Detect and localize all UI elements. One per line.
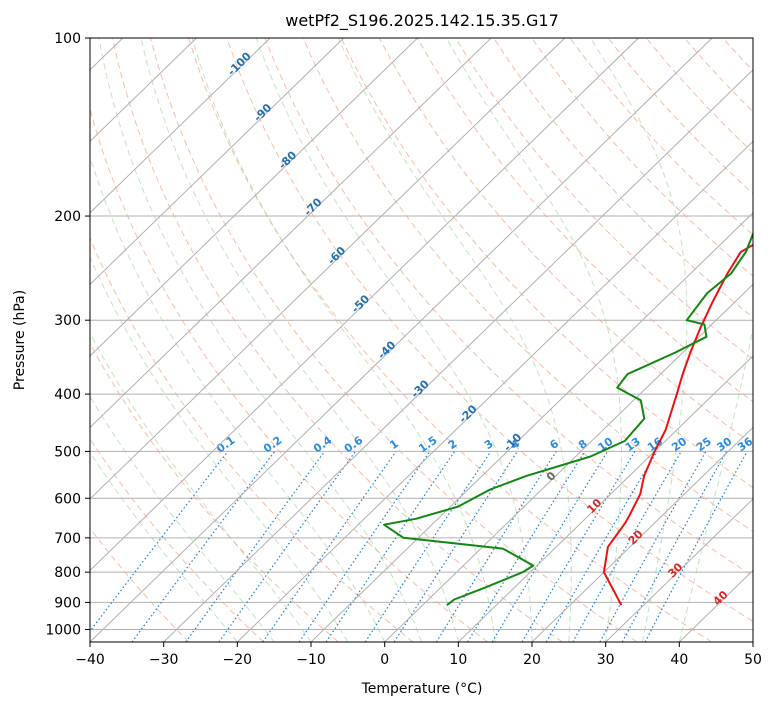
moist-adiabat — [446, 38, 622, 642]
mixing-ratio-line — [325, 451, 456, 642]
moist-adiabat — [140, 38, 459, 642]
moist-adiabat — [98, 38, 422, 642]
x-tick-label: 50 — [744, 652, 762, 668]
x-tick-label: 40 — [670, 652, 688, 668]
mixing-ratio-line — [218, 451, 356, 642]
plot-area: 0.1 0.2 0.4 0.6 1 1.5 2 3 4 6 8 10 13 16 20 25 30 36 -100… — [90, 38, 755, 642]
dewpoint-line — [383, 231, 753, 606]
mixing-ratio-line — [599, 451, 707, 642]
x-tick-label: 10 — [449, 652, 467, 668]
dry-adiabat — [493, 38, 753, 319]
isotherm-line — [163, 69, 753, 642]
isotherm-line — [605, 498, 753, 642]
moist-adiabat — [255, 38, 533, 642]
isotherm-line — [310, 212, 753, 642]
isotherm-line — [90, 38, 492, 429]
plot-frame — [89, 37, 754, 643]
isotherm-line — [236, 140, 753, 642]
mixing-ratio-label: 36 — [735, 435, 755, 455]
y-tick-label: 600 — [54, 491, 81, 507]
y-tick-label: 400 — [54, 387, 81, 403]
y-tick-label: 200 — [54, 209, 81, 225]
x-tick-label: 20 — [523, 652, 541, 668]
isotherm-line — [90, 38, 566, 500]
isotherm-line — [90, 38, 639, 572]
y-tick-label: 1000 — [45, 622, 81, 638]
y-axis-label: Pressure (hPa) — [12, 290, 28, 390]
dry-adiabat — [90, 437, 264, 642]
moist-adiabat — [589, 38, 688, 642]
dry-adiabat — [90, 107, 488, 642]
isotherm-line — [90, 38, 713, 642]
y-tick-label: 800 — [54, 565, 81, 581]
dry-adiabat — [90, 342, 339, 642]
mixing-ratio-line — [364, 451, 492, 642]
x-tick-label: −10 — [296, 652, 326, 668]
y-tick-label: 900 — [54, 595, 81, 611]
temperature-line — [602, 243, 753, 606]
mixing-ratio-line — [466, 451, 586, 642]
dry-adiabat — [226, 38, 753, 623]
x-axis-ticks: −40 −30 −20 −10 0 10 20 30 40 50 — [75, 642, 762, 668]
dry-adiabats — [90, 38, 753, 642]
y-tick-label: 300 — [54, 313, 81, 329]
x-tick-label: −30 — [149, 652, 179, 668]
mixing-ratio-line — [131, 451, 276, 642]
dry-adiabat — [264, 38, 753, 577]
x-tick-label: −20 — [223, 652, 253, 668]
x-tick-label: 30 — [597, 652, 615, 668]
moist-adiabat — [90, 255, 349, 642]
isotherm-line — [90, 38, 271, 214]
mixing-ratio-line — [90, 451, 229, 633]
y-tick-label: 100 — [54, 31, 81, 47]
moist-adiabat — [90, 395, 275, 642]
moist-adiabats — [90, 38, 753, 642]
dry-adiabat — [111, 38, 563, 642]
x-axis-label: Temperature (°C) — [361, 681, 483, 697]
x-tick-label: −40 — [75, 652, 105, 668]
moist-adiabat — [90, 451, 238, 642]
dry-adiabat — [416, 38, 753, 403]
isotherm-line — [90, 38, 197, 143]
isotherm-line — [90, 38, 418, 357]
moist-adiabat — [191, 38, 496, 642]
dry-adiabat — [302, 38, 753, 533]
x-tick-label: 0 — [380, 652, 389, 668]
sounding-series — [383, 231, 753, 606]
y-axis-ticks: 100 200 300 400 500 600 700 800 900 1000 — [45, 31, 90, 638]
mixing-ratio-line — [298, 451, 431, 642]
chart-title: wetPf2_S196.2025.142.15.35.G17 — [285, 11, 559, 31]
isotherm-line — [531, 426, 753, 642]
dry-adiabat — [188, 38, 712, 642]
mixing-ratio-line — [262, 451, 397, 642]
isotherm-line — [90, 38, 345, 286]
isotherm-line — [457, 355, 753, 642]
mixing-ratio-line — [393, 451, 518, 642]
mixing-ratio-line — [572, 451, 682, 642]
dry-adiabat — [455, 38, 753, 360]
mixing-ratio-line — [621, 451, 727, 642]
moist-adiabat — [678, 325, 753, 642]
y-tick-label: 700 — [54, 531, 81, 547]
moist-adiabat — [90, 155, 386, 642]
y-tick-label: 500 — [54, 444, 81, 460]
mixing-ratio-line — [185, 451, 326, 642]
moist-adiabat — [337, 38, 572, 642]
dry-adiabat — [150, 38, 638, 642]
